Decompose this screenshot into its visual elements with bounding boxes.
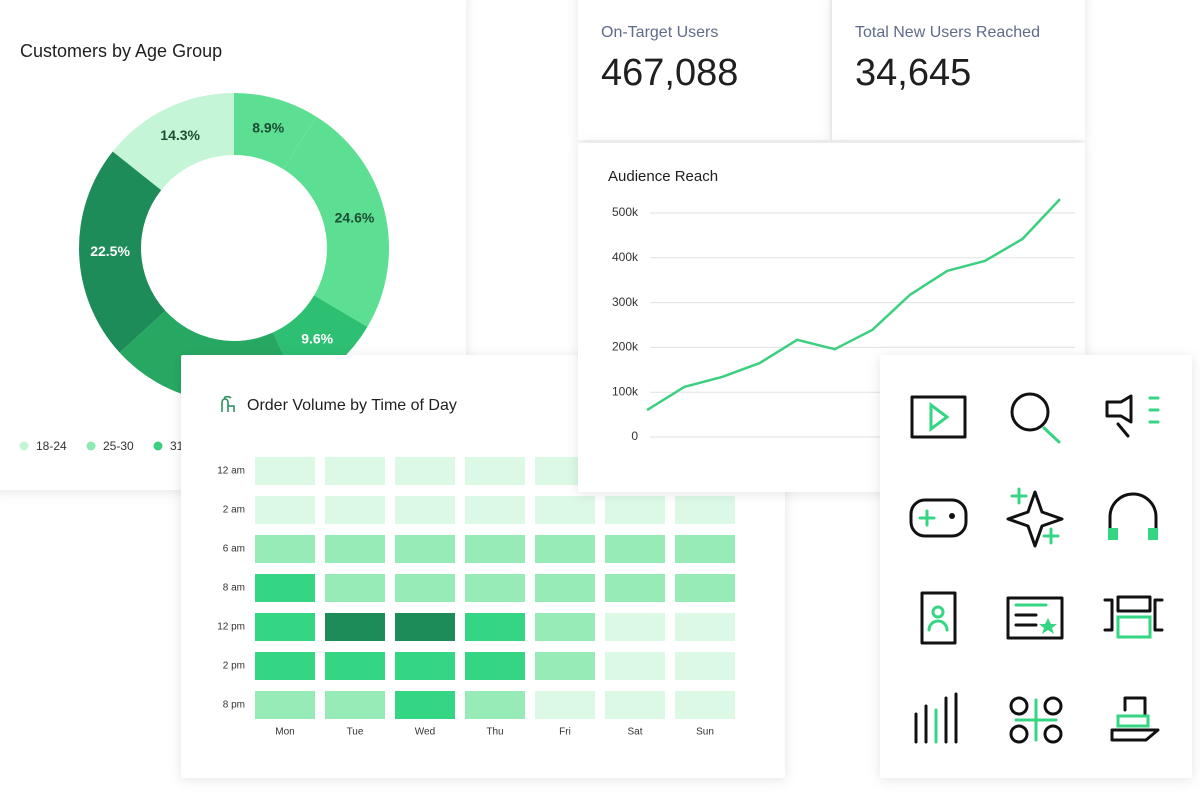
y-tick-label: 8 am bbox=[223, 583, 245, 594]
y-tick-label: 8 pm bbox=[223, 700, 245, 711]
y-tick-label: 200k bbox=[612, 340, 639, 354]
data-label: 14.3% bbox=[160, 127, 200, 143]
heat-cell bbox=[605, 652, 665, 680]
card bbox=[578, 0, 830, 140]
data-label: 24.6% bbox=[335, 209, 375, 225]
heat-cell bbox=[465, 691, 525, 719]
heat-cell bbox=[255, 691, 315, 719]
x-tick-label: Thu bbox=[486, 727, 503, 738]
heat-cell bbox=[325, 535, 385, 563]
heat-cell bbox=[535, 574, 595, 602]
heat-cell bbox=[605, 613, 665, 641]
heat-cell bbox=[535, 535, 595, 563]
heat-cell bbox=[325, 574, 385, 602]
heat-cell bbox=[675, 613, 735, 641]
heat-cell bbox=[395, 652, 455, 680]
x-tick-label: Wed bbox=[415, 727, 435, 738]
heat-cell bbox=[395, 691, 455, 719]
heat-cell bbox=[535, 652, 595, 680]
heat-cell bbox=[675, 691, 735, 719]
y-tick-label: 2 pm bbox=[223, 661, 245, 672]
heat-cell bbox=[675, 535, 735, 563]
donut-slice bbox=[234, 93, 317, 170]
legend-label: 31 bbox=[170, 439, 184, 453]
y-tick-label: 400k bbox=[612, 250, 639, 264]
heat-cell bbox=[465, 574, 525, 602]
card bbox=[880, 355, 1192, 778]
heat-cell bbox=[535, 613, 595, 641]
heat-cell bbox=[605, 535, 665, 563]
donut-slice bbox=[78, 151, 166, 353]
kpi-value: 467,088 bbox=[601, 52, 738, 94]
heat-cell bbox=[465, 652, 525, 680]
chart-title: Customers by Age Group bbox=[20, 41, 222, 61]
kpi-label: Total New Users Reached bbox=[855, 24, 1040, 41]
y-tick-label: 500k bbox=[612, 205, 639, 219]
heat-cell bbox=[675, 652, 735, 680]
heat-cell bbox=[465, 457, 525, 485]
heat-cell bbox=[395, 457, 455, 485]
heat-cell bbox=[605, 691, 665, 719]
heat-cell bbox=[325, 496, 385, 524]
x-tick-label: Sat bbox=[627, 727, 642, 738]
heat-cell bbox=[605, 496, 665, 524]
x-tick-label: Sun bbox=[696, 727, 714, 738]
heat-cell bbox=[395, 535, 455, 563]
heat-cell bbox=[255, 496, 315, 524]
icon-card bbox=[880, 355, 1192, 778]
donut-slice bbox=[112, 93, 234, 191]
x-tick-label: Tue bbox=[347, 727, 364, 738]
x-tick-label: Mon bbox=[275, 727, 294, 738]
heat-cell bbox=[255, 457, 315, 485]
y-tick-label: 12 pm bbox=[217, 622, 245, 633]
legend-label: 18-24 bbox=[36, 439, 67, 453]
heat-cell bbox=[255, 652, 315, 680]
heat-cell bbox=[465, 496, 525, 524]
heat-cell bbox=[255, 535, 315, 563]
kpi-label: On-Target Users bbox=[601, 24, 718, 41]
kpi-value: 34,645 bbox=[855, 52, 971, 94]
y-tick-label: 2 am bbox=[223, 505, 245, 516]
heat-cell bbox=[675, 574, 735, 602]
legend-swatch bbox=[19, 441, 29, 451]
heat-cell bbox=[255, 574, 315, 602]
heat-cell bbox=[465, 535, 525, 563]
data-label: 9.6% bbox=[301, 331, 333, 347]
data-label: 8.9% bbox=[252, 120, 284, 136]
chart-title: Order Volume by Time of Day bbox=[247, 397, 457, 414]
heat-cell bbox=[325, 652, 385, 680]
donut-slice bbox=[283, 116, 389, 327]
heat-cell bbox=[255, 613, 315, 641]
chart-title: Audience Reach bbox=[608, 168, 718, 185]
y-tick-label: 300k bbox=[612, 295, 639, 309]
heat-cell bbox=[325, 691, 385, 719]
x-tick-label: Fri bbox=[559, 727, 571, 738]
heat-cell bbox=[325, 457, 385, 485]
card bbox=[832, 0, 1085, 140]
heat-cell bbox=[395, 496, 455, 524]
y-tick-label: 12 am bbox=[217, 466, 245, 477]
legend-swatch bbox=[153, 441, 163, 451]
hand-icon bbox=[221, 395, 235, 412]
legend-label: 25-30 bbox=[103, 439, 134, 453]
heat-cell bbox=[605, 574, 665, 602]
heat-cell bbox=[465, 613, 525, 641]
line-series bbox=[646, 198, 1061, 412]
y-tick-label: 100k bbox=[612, 384, 639, 398]
heat-cell bbox=[535, 691, 595, 719]
y-tick-label: 0 bbox=[631, 429, 638, 443]
icons bbox=[909, 392, 1164, 744]
heat-cell bbox=[535, 496, 595, 524]
heat-cell bbox=[395, 574, 455, 602]
y-tick-label: 6 am bbox=[223, 544, 245, 555]
heat-cell bbox=[325, 613, 385, 641]
legend-swatch bbox=[86, 441, 96, 451]
kpi-cards: On-Target Users 467,088 Total New Users … bbox=[578, 0, 1085, 140]
data-label: 22.5% bbox=[90, 243, 130, 259]
heat-cell bbox=[675, 496, 735, 524]
heat-cell bbox=[395, 613, 455, 641]
